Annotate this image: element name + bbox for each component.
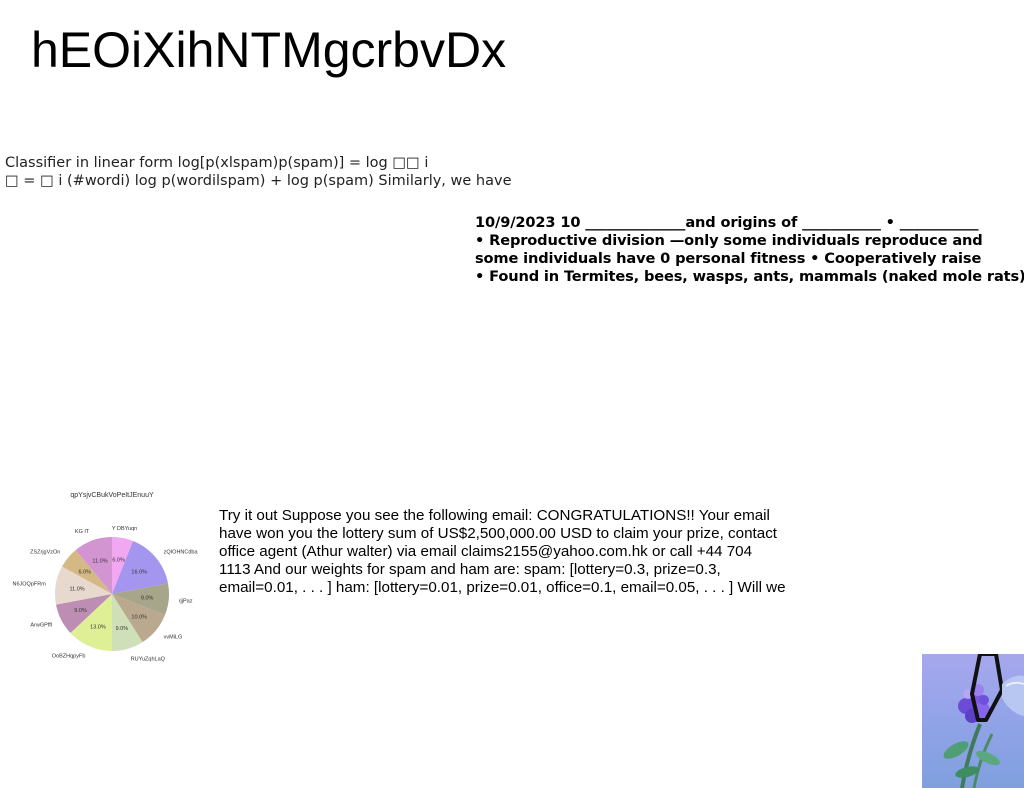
page-title: hEOiXihNTMgcrbvDx	[31, 22, 507, 78]
pie-slice-label: zQIOHNCdba	[164, 549, 199, 555]
spam-example-line: have won you the lottery sum of US$2,500…	[219, 525, 778, 542]
bio-notes-block: 10/9/2023 10 ______________and origins o…	[475, 214, 1024, 286]
pie-chart: qpYsjvCBukVoPeItJEnuuY 6.0% Y DBYuqn 16.0%…	[13, 492, 199, 662]
classifier-line: Classifier in linear form log[p(xlspam)p…	[5, 155, 429, 171]
pie-chart-title: qpYsjvCBukVoPeItJEnuuY	[70, 492, 154, 499]
pie-slice	[62, 550, 112, 594]
pie-slice-percent: 9.0%	[74, 608, 87, 614]
pie-slice-label: KG IT	[75, 529, 90, 535]
spam-example-line: office agent (Athur walter) via email cl…	[219, 543, 753, 560]
pie-slice-percent: 11.0%	[92, 559, 107, 565]
pie-slice-label: N6JOQpFRm	[13, 582, 47, 588]
classifier-line: □ = □ i (#wordi) log p(wordilspam) + log…	[5, 173, 512, 189]
pie-slice	[55, 566, 112, 605]
bio-notes-line: • Found in Termites, bees, wasps, ants, …	[475, 268, 1024, 285]
pie-slice-label: ZSZrjgVzOn	[30, 549, 60, 555]
pie-slice-percent: 6.0%	[78, 569, 91, 575]
spam-example-line: Try it out Suppose you see the following…	[219, 507, 770, 524]
spam-example-block: Try it out Suppose you see the following…	[219, 507, 819, 597]
pie-slice-percent: 9.0%	[141, 595, 154, 601]
pie-slice-label: Y DBYuqn	[112, 526, 137, 532]
pie-slice-percent: 11.0%	[70, 586, 85, 592]
pie-slice-label: vvMiLG	[164, 635, 183, 641]
pie-slice	[75, 537, 112, 594]
pie-slice	[112, 583, 170, 615]
pie-slice	[70, 594, 112, 651]
bio-notes-line: • Reproductive division —only some indiv…	[475, 232, 983, 249]
pie-slice	[112, 594, 165, 643]
bio-notes-line: 10/9/2023 10 ______________and origins o…	[475, 214, 979, 231]
pie-slice-label: ArwGPffI	[30, 622, 52, 628]
spam-example-line: email=0.01, . . . ] ham: [lottery=0.01, …	[219, 579, 786, 596]
pie-slice-percent: 6.0%	[112, 557, 125, 563]
bio-notes-line: some individuals have 0 personal fitness…	[475, 250, 982, 267]
pie-slice-label: RUYuZqhLaQ	[131, 656, 166, 662]
pie-slice	[112, 541, 168, 594]
pie-slice	[56, 594, 112, 634]
pie-slice-label: OoBZHqpyFb	[52, 653, 86, 659]
pie-slice-percent: 16.0%	[131, 569, 147, 575]
pie-slice-label: rjjPaz	[179, 598, 193, 604]
classifier-text-block: Classifier in linear form log[p(xlspam)p…	[5, 154, 512, 190]
spam-example-line: 1113 And our weights for spam and ham ar…	[219, 561, 721, 578]
pie-slice	[112, 594, 143, 651]
pie-slice	[112, 537, 133, 594]
pie-slice-percent: 10.0%	[131, 615, 147, 621]
flower-photo	[922, 654, 1024, 788]
pie-slice-percent: 13.0%	[90, 624, 106, 630]
pie-slice-percent: 9.0%	[116, 626, 129, 632]
